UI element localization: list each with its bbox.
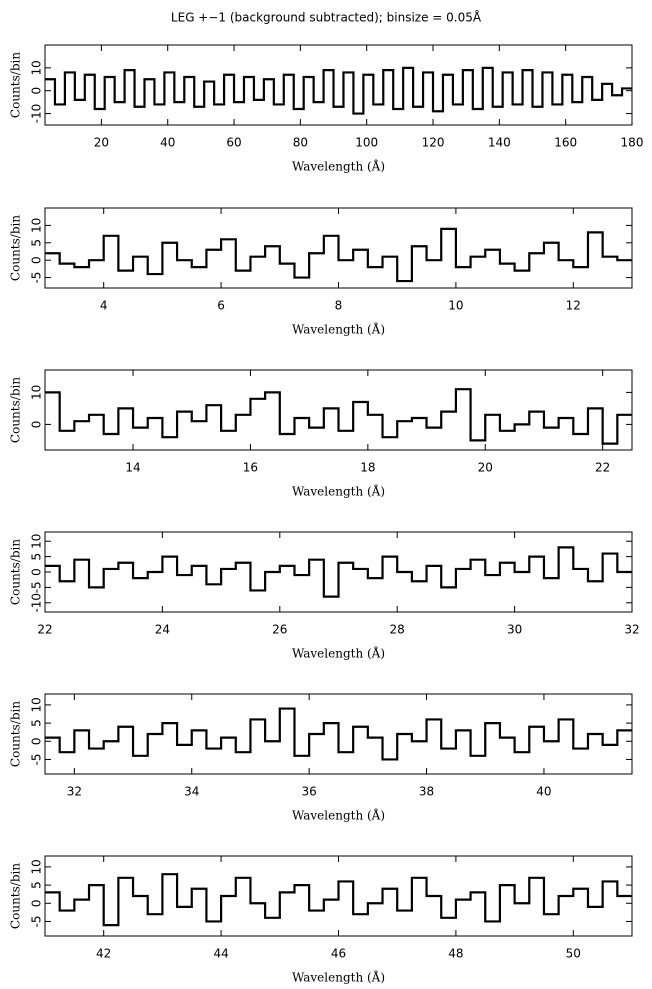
- x-tick-label: 46: [331, 947, 346, 961]
- y-tick-label: 5: [30, 881, 44, 889]
- x-axis-label: Wavelength (Å): [292, 970, 385, 985]
- x-tick-label: 22: [37, 623, 52, 637]
- y-tick-label: -5: [30, 915, 44, 927]
- y-tick-label: 0: [30, 87, 44, 95]
- y-tick-label: 10: [30, 697, 44, 712]
- x-tick-label: 8: [335, 299, 343, 313]
- x-tick-label: 22: [595, 461, 610, 475]
- x-tick-label: 44: [213, 947, 228, 961]
- x-tick-label: 38: [419, 785, 434, 799]
- y-tick-label: 10: [30, 859, 44, 874]
- y-tick-label: 0: [30, 568, 44, 576]
- y-tick-label: 5: [30, 553, 44, 561]
- x-tick-label: 14: [125, 461, 140, 475]
- spectrum-line: [45, 707, 632, 761]
- plot-frame: [44, 44, 633, 126]
- x-tick-label: 160: [554, 136, 577, 150]
- x-axis-label: Wavelength (Å): [292, 808, 385, 823]
- y-tick-label: 0: [30, 256, 44, 264]
- y-axis-label: Counts/bin: [9, 863, 23, 929]
- chart-title: LEG +−1 (background subtracted); binsize…: [171, 10, 482, 25]
- y-tick-label: 10: [30, 60, 44, 75]
- y-tick-label: 5: [30, 719, 44, 727]
- y-tick-label: 0: [30, 421, 44, 429]
- spectrum-line: [45, 227, 632, 283]
- x-tick-label: 4: [100, 299, 108, 313]
- y-tick-label: -5: [30, 272, 44, 284]
- x-tick-label: 34: [184, 785, 199, 799]
- x-tick-label: 30: [507, 623, 522, 637]
- x-tick-label: 18: [360, 461, 375, 475]
- x-tick-label: 180: [621, 136, 644, 150]
- y-tick-label: -5: [30, 753, 44, 765]
- x-tick-label: 12: [566, 299, 581, 313]
- x-axis-label: Wavelength (Å): [292, 322, 385, 337]
- spectrum-line: [45, 873, 632, 927]
- x-tick-label: 40: [536, 785, 551, 799]
- x-tick-label: 16: [243, 461, 258, 475]
- x-tick-label: 32: [67, 785, 82, 799]
- x-tick-label: 24: [155, 623, 170, 637]
- y-tick-label: -10: [30, 593, 44, 613]
- y-axis-label: Counts/bin: [9, 215, 23, 281]
- spectrum-line: [45, 388, 632, 445]
- x-tick-label: 140: [488, 136, 511, 150]
- x-tick-label: 100: [355, 136, 378, 150]
- x-tick-label: 60: [226, 136, 241, 150]
- x-tick-label: 28: [390, 623, 405, 637]
- x-tick-label: 36: [302, 785, 317, 799]
- spectrum-line: [45, 546, 632, 598]
- x-tick-label: 32: [624, 623, 639, 637]
- y-axis-label: Counts/bin: [9, 52, 23, 118]
- x-tick-label: 120: [422, 136, 445, 150]
- y-tick-label: 10: [30, 534, 44, 549]
- x-tick-label: 20: [478, 461, 493, 475]
- y-tick-label: 10: [30, 218, 44, 233]
- x-axis-label: Wavelength (Å): [292, 646, 385, 661]
- x-tick-label: 26: [272, 623, 287, 637]
- x-axis-label: Wavelength (Å): [292, 484, 385, 499]
- x-tick-label: 50: [566, 947, 581, 961]
- y-tick-label: 0: [30, 737, 44, 745]
- x-axis-label: Wavelength (Å): [292, 159, 385, 174]
- y-axis-label: Counts/bin: [9, 701, 23, 767]
- y-tick-label: 5: [30, 239, 44, 247]
- plot-frame: [44, 693, 633, 775]
- x-tick-label: 48: [448, 947, 463, 961]
- x-tick-label: 20: [94, 136, 109, 150]
- plot-frame: [44, 369, 633, 451]
- y-axis-label: Counts/bin: [9, 539, 23, 605]
- x-tick-label: 42: [96, 947, 111, 961]
- x-tick-label: 10: [448, 299, 463, 313]
- spectrum-line: [45, 66, 632, 115]
- y-tick-label: -10: [30, 104, 44, 124]
- x-tick-label: 40: [160, 136, 175, 150]
- y-axis-label: Counts/bin: [9, 377, 23, 443]
- y-tick-label: 0: [30, 899, 44, 907]
- x-tick-label: 6: [217, 299, 225, 313]
- y-tick-label: 10: [30, 385, 44, 400]
- y-tick-label: -5: [30, 581, 44, 593]
- x-tick-label: 80: [293, 136, 308, 150]
